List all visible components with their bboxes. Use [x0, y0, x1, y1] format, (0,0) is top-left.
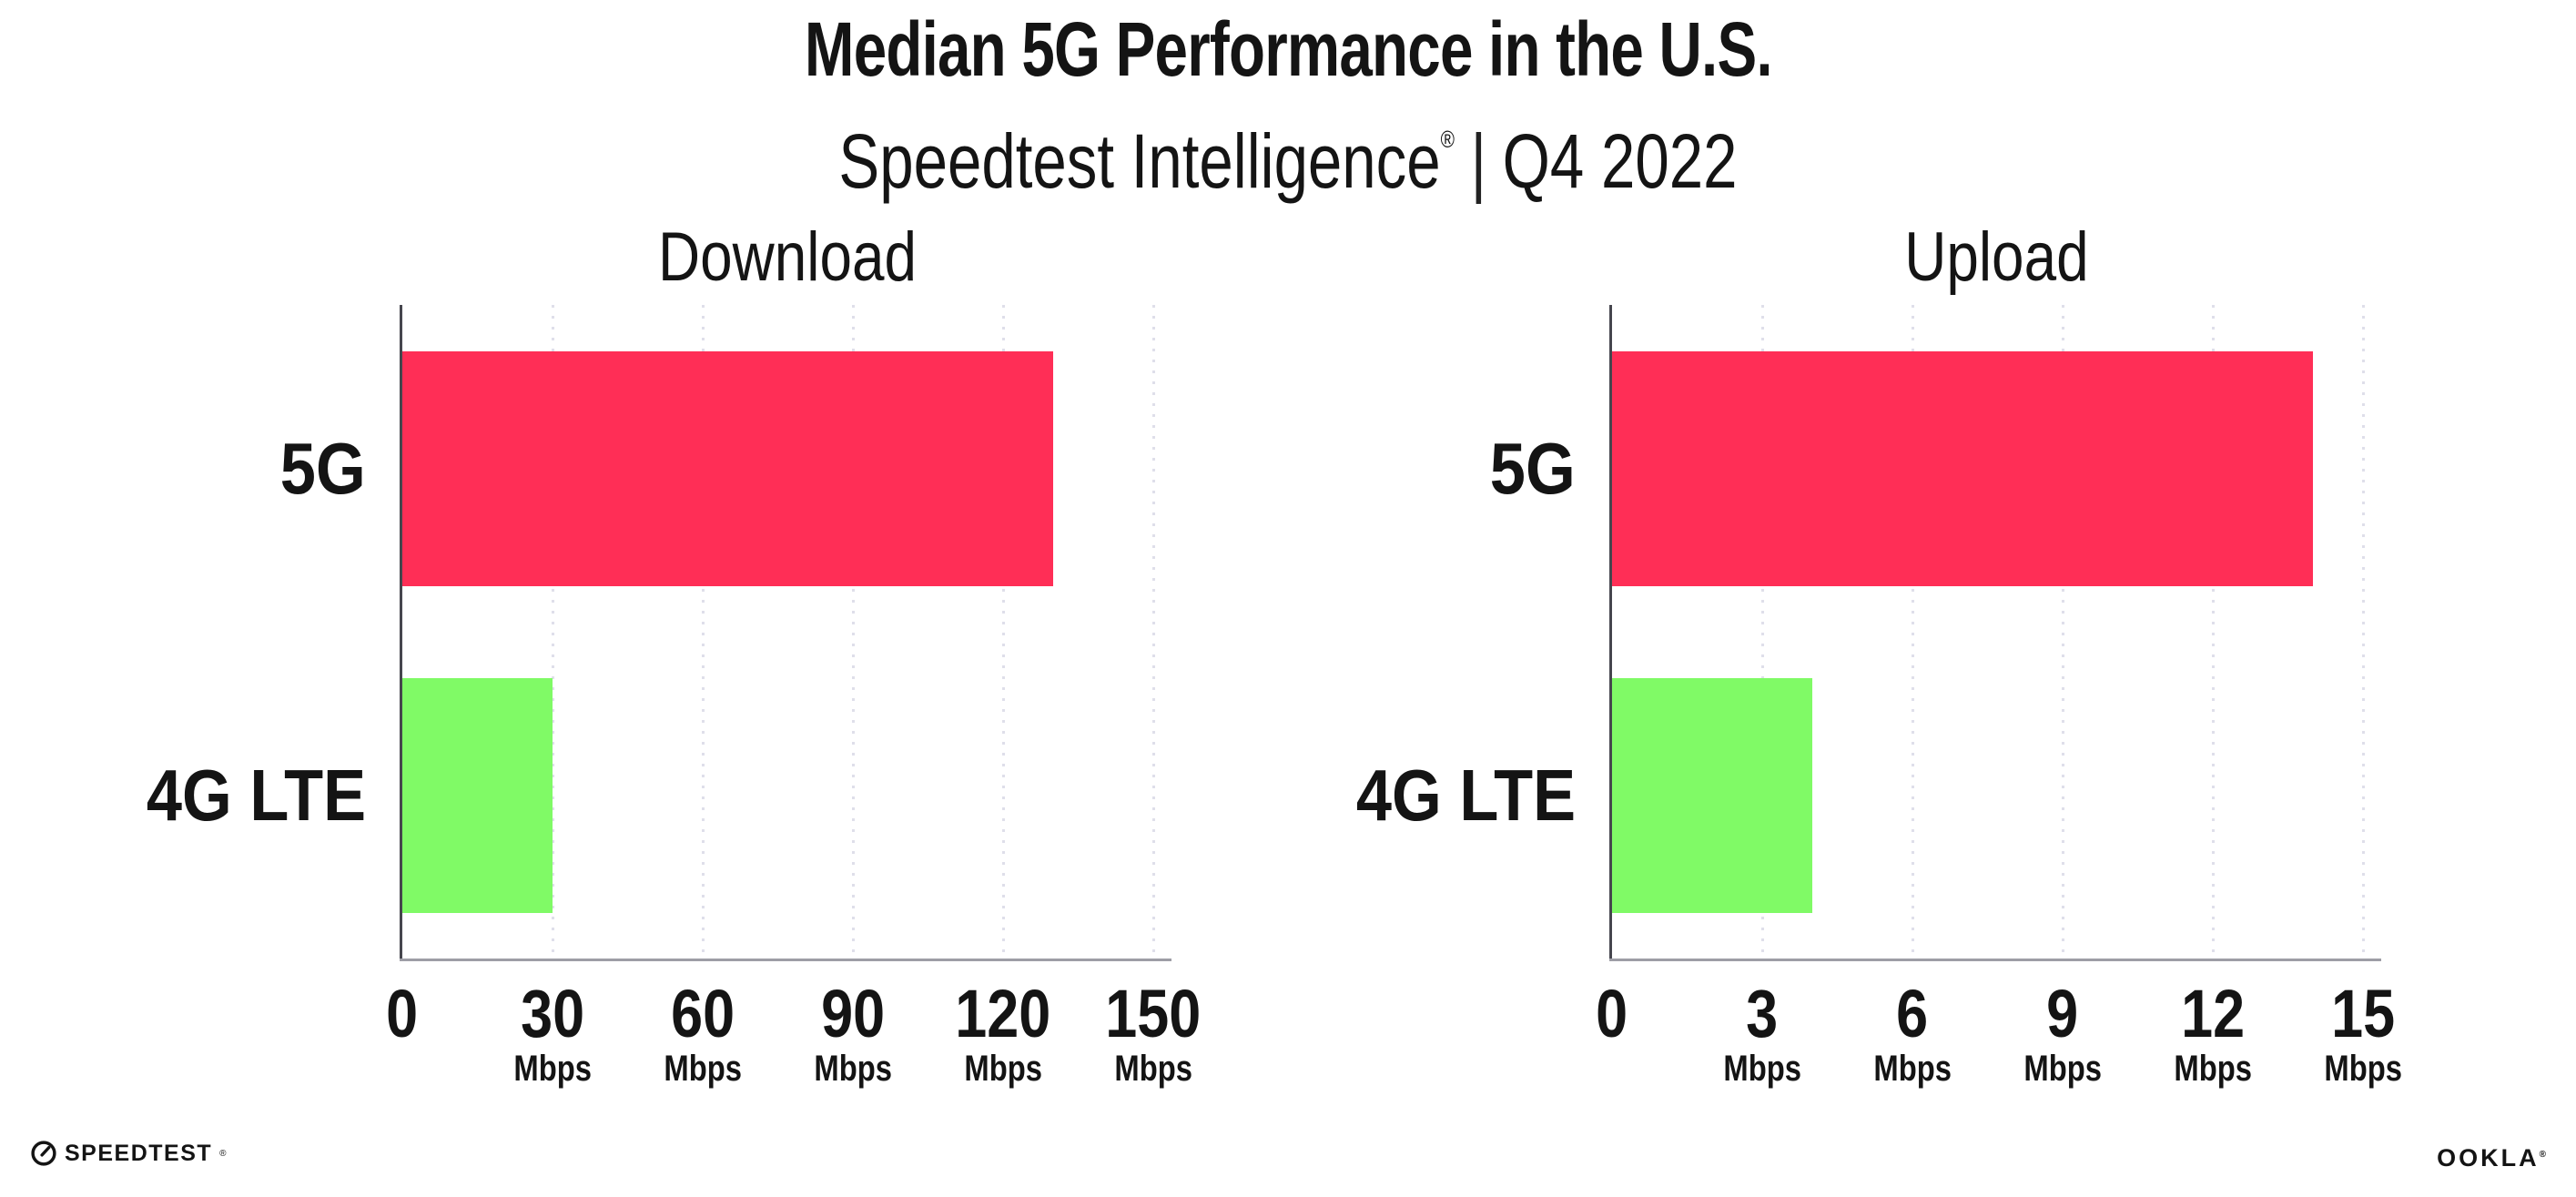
gridline-60 — [702, 305, 705, 959]
gridline-120 — [1002, 305, 1005, 959]
subtitle-separator: | — [1470, 118, 1487, 204]
x-tick-unit: Mbps — [1723, 1049, 1801, 1089]
x-tick-unit: Mbps — [2324, 1049, 2402, 1089]
x-tick-label-0: 0 — [386, 976, 419, 1051]
page-title: Median 5G Performance in the U.S. — [804, 6, 1773, 92]
gridline-6 — [1912, 305, 1914, 959]
x-tick-label-9: 9 Mbps — [1962, 980, 2163, 1089]
subtitle-brand: Speedtest Intelligence — [838, 118, 1441, 204]
ookla-registered-mark: ® — [2539, 1150, 2549, 1160]
x-tick-label-120: 120 Mbps — [903, 980, 1103, 1089]
bar-5g — [402, 351, 1053, 586]
gridline-150 — [1152, 305, 1155, 959]
x-tick-unit: Mbps — [1114, 1049, 1192, 1089]
x-tick-unit: Mbps — [664, 1049, 742, 1089]
category-label-5g: 5G — [1490, 428, 1576, 509]
upload-plot-area: Upload 0 3 Mbps 6 Mbps 9 Mbps 12 Mbps 15 Mbps 5G 4G … — [1356, 221, 2402, 1089]
gridline-12 — [2212, 305, 2215, 959]
speedtest-gauge-icon — [31, 1141, 56, 1166]
registered-mark: ® — [1440, 126, 1455, 153]
x-tick-label-60: 60 Mbps — [603, 980, 803, 1089]
download-chart-title: Download — [657, 218, 917, 296]
x-tick-label-0: 0 — [1596, 976, 1628, 1051]
x-tick-label-150: 150 Mbps — [1053, 980, 1253, 1089]
category-label-4g-lte: 4G LTE — [1355, 755, 1576, 836]
gridline-15 — [2362, 305, 2365, 959]
download-plot-area: Download 0 30 Mbps 60 Mbps 90 Mbps 120 Mbps 150 Mb… — [147, 221, 1202, 1089]
category-label-5g: 5G — [280, 428, 366, 509]
x-tick-label-30: 30 Mbps — [452, 980, 653, 1089]
bar-4g-lte — [1612, 678, 1812, 913]
x-tick-unit: Mbps — [814, 1049, 892, 1089]
x-tick-label-3: 3 Mbps — [1662, 980, 1862, 1089]
speedtest-wordmark: SPEEDTEST — [65, 1140, 213, 1166]
gridline-3 — [1761, 305, 1764, 959]
x-tick-label-15: 15 Mbps — [2263, 980, 2463, 1089]
x-tick-unit: Mbps — [513, 1049, 592, 1089]
x-tick-label-12: 12 Mbps — [2113, 980, 2313, 1089]
page-subtitle: Speedtest Intelligence® | Q4 2022 — [0, 98, 2576, 202]
x-tick-label-6: 6 Mbps — [1812, 980, 2013, 1089]
x-tick-unit: Mbps — [964, 1049, 1042, 1089]
gridline-30 — [552, 305, 554, 959]
category-label-4g-lte: 4G LTE — [146, 755, 366, 836]
gridline-90 — [852, 305, 855, 959]
x-tick-label-90: 90 Mbps — [753, 980, 953, 1089]
gridline-9 — [2062, 305, 2064, 959]
bar-4g-lte — [402, 678, 553, 913]
subtitle-period: Q4 2022 — [1502, 118, 1738, 204]
x-tick-unit: Mbps — [2023, 1049, 2102, 1089]
ookla-logo: OOKLA® — [2437, 1144, 2549, 1172]
speedtest-logo: SPEEDTEST ® — [30, 1140, 227, 1167]
bar-5g — [1612, 351, 2313, 586]
upload-chart-title: Upload — [1904, 218, 2089, 296]
x-tick-unit: Mbps — [2174, 1049, 2252, 1089]
speedtest-registered-mark: ® — [219, 1148, 227, 1159]
ookla-wordmark: OOKLA — [2437, 1144, 2540, 1172]
x-tick-unit: Mbps — [1873, 1049, 1952, 1089]
